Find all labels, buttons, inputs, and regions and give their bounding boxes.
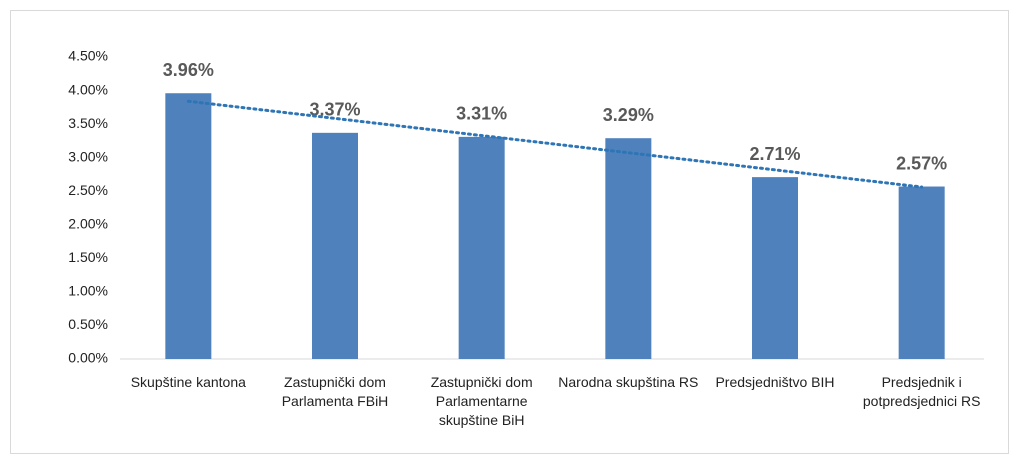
value-label: 2.57% bbox=[896, 153, 947, 173]
value-label: 3.29% bbox=[603, 105, 654, 125]
bar bbox=[458, 136, 505, 359]
y-tick-label: 3.00% bbox=[68, 148, 108, 164]
bar bbox=[605, 138, 652, 359]
y-tick-label: 2.00% bbox=[68, 215, 108, 231]
value-label: 3.31% bbox=[456, 104, 507, 124]
x-tick-label: Predsjednik i potpredsjednici RS bbox=[862, 374, 981, 409]
y-tick-label: 0.00% bbox=[68, 350, 108, 366]
x-tick-label: Zastupnički dom Parlamentarne skupštine … bbox=[430, 374, 533, 428]
bar bbox=[752, 177, 798, 359]
y-tick-label: 4.50% bbox=[68, 48, 108, 64]
y-tick-label: 1.00% bbox=[68, 283, 108, 299]
x-tick-label: Predsjedništvo BIH bbox=[715, 374, 835, 390]
value-label: 2.71% bbox=[749, 144, 800, 164]
y-tick-label: 2.50% bbox=[68, 182, 108, 198]
value-label: 3.96% bbox=[163, 60, 214, 80]
bar bbox=[312, 132, 358, 359]
y-tick-label: 4.00% bbox=[68, 81, 108, 97]
x-tick-label: Narodna skupština RS bbox=[558, 374, 699, 390]
bar bbox=[165, 93, 212, 360]
y-tick-label: 1.50% bbox=[68, 249, 108, 265]
x-tick-label: Skupštine kantona bbox=[130, 374, 246, 390]
y-tick-label: 3.50% bbox=[68, 115, 108, 131]
x-tick-label: Zastupnički dom Parlamenta FBiH bbox=[281, 374, 389, 409]
y-tick-label: 0.50% bbox=[68, 316, 108, 332]
bar bbox=[898, 186, 945, 359]
trendline bbox=[186, 99, 924, 189]
value-label: 3.37% bbox=[309, 100, 360, 120]
